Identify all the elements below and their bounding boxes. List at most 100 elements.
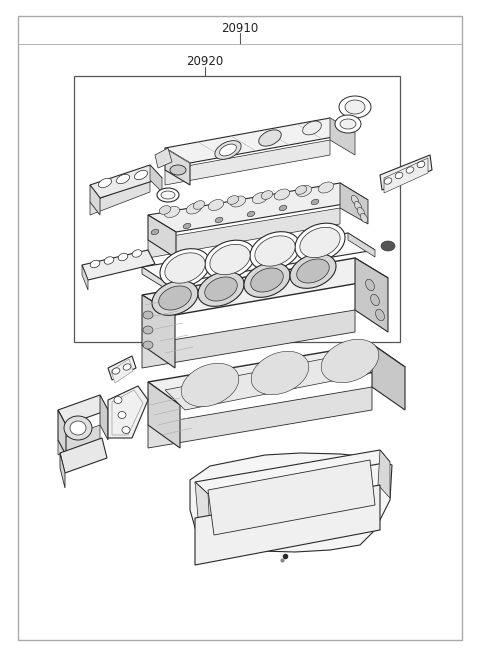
Ellipse shape — [259, 130, 281, 146]
Ellipse shape — [161, 191, 175, 199]
Ellipse shape — [345, 100, 365, 114]
Polygon shape — [165, 140, 330, 185]
Ellipse shape — [321, 339, 379, 382]
Ellipse shape — [64, 416, 92, 440]
Polygon shape — [148, 382, 180, 448]
Ellipse shape — [193, 201, 205, 209]
Polygon shape — [208, 460, 375, 535]
Polygon shape — [58, 410, 66, 455]
Ellipse shape — [351, 195, 359, 205]
Ellipse shape — [290, 254, 336, 289]
Polygon shape — [142, 258, 388, 315]
Ellipse shape — [244, 262, 290, 297]
Ellipse shape — [122, 426, 130, 434]
Text: 20910: 20910 — [221, 22, 259, 35]
Polygon shape — [90, 185, 100, 215]
Ellipse shape — [151, 230, 159, 235]
Polygon shape — [195, 485, 380, 565]
Ellipse shape — [160, 249, 210, 287]
Ellipse shape — [227, 195, 239, 204]
Ellipse shape — [340, 119, 356, 129]
Ellipse shape — [230, 196, 246, 207]
Polygon shape — [148, 387, 372, 448]
Ellipse shape — [375, 310, 384, 321]
Polygon shape — [82, 265, 88, 290]
Polygon shape — [330, 118, 355, 155]
Polygon shape — [142, 267, 168, 290]
Polygon shape — [100, 395, 108, 440]
Polygon shape — [380, 155, 432, 190]
Ellipse shape — [159, 286, 192, 310]
Ellipse shape — [134, 171, 147, 180]
Ellipse shape — [70, 421, 86, 435]
Ellipse shape — [104, 256, 114, 264]
Ellipse shape — [275, 189, 289, 200]
Polygon shape — [142, 233, 375, 284]
Ellipse shape — [384, 178, 392, 184]
Ellipse shape — [339, 96, 371, 118]
Polygon shape — [112, 390, 143, 435]
Ellipse shape — [117, 174, 130, 184]
Ellipse shape — [181, 363, 239, 407]
Ellipse shape — [215, 217, 223, 223]
Ellipse shape — [335, 115, 361, 133]
Ellipse shape — [279, 205, 287, 211]
Ellipse shape — [118, 253, 128, 260]
Ellipse shape — [186, 203, 202, 214]
Ellipse shape — [159, 206, 171, 215]
Ellipse shape — [208, 199, 224, 211]
Ellipse shape — [204, 277, 237, 301]
Ellipse shape — [311, 199, 319, 205]
Polygon shape — [58, 395, 108, 425]
Polygon shape — [150, 165, 162, 192]
Polygon shape — [165, 148, 190, 185]
Ellipse shape — [157, 188, 179, 202]
Ellipse shape — [143, 311, 153, 319]
Polygon shape — [348, 233, 375, 257]
Polygon shape — [190, 453, 392, 552]
Ellipse shape — [205, 240, 255, 279]
Ellipse shape — [112, 368, 120, 374]
Ellipse shape — [358, 207, 365, 216]
Ellipse shape — [251, 352, 309, 395]
Ellipse shape — [381, 241, 395, 251]
Polygon shape — [340, 183, 368, 224]
Polygon shape — [155, 148, 172, 168]
Polygon shape — [384, 158, 428, 193]
Ellipse shape — [406, 167, 414, 173]
Polygon shape — [90, 180, 150, 215]
Polygon shape — [148, 183, 368, 232]
Polygon shape — [372, 344, 405, 410]
Ellipse shape — [300, 228, 340, 258]
Polygon shape — [195, 450, 390, 494]
Polygon shape — [195, 482, 210, 530]
Polygon shape — [108, 356, 136, 380]
Ellipse shape — [210, 244, 250, 275]
Ellipse shape — [165, 253, 205, 283]
Ellipse shape — [255, 236, 295, 266]
Ellipse shape — [366, 279, 374, 291]
Ellipse shape — [183, 223, 191, 229]
Polygon shape — [58, 425, 100, 455]
Ellipse shape — [395, 173, 403, 178]
Ellipse shape — [252, 192, 268, 203]
Polygon shape — [165, 118, 355, 163]
Ellipse shape — [170, 165, 186, 175]
Ellipse shape — [215, 140, 241, 159]
Polygon shape — [378, 450, 390, 498]
Polygon shape — [142, 295, 175, 368]
Text: 20920: 20920 — [186, 55, 224, 68]
Ellipse shape — [302, 121, 322, 135]
Ellipse shape — [90, 260, 100, 268]
Ellipse shape — [114, 396, 122, 403]
Ellipse shape — [354, 201, 361, 211]
Polygon shape — [111, 359, 133, 383]
Polygon shape — [18, 16, 462, 640]
Polygon shape — [90, 165, 162, 198]
Ellipse shape — [261, 191, 273, 199]
Polygon shape — [165, 354, 368, 410]
Ellipse shape — [164, 207, 180, 218]
Ellipse shape — [295, 223, 345, 262]
Ellipse shape — [118, 411, 126, 419]
Ellipse shape — [152, 281, 198, 316]
